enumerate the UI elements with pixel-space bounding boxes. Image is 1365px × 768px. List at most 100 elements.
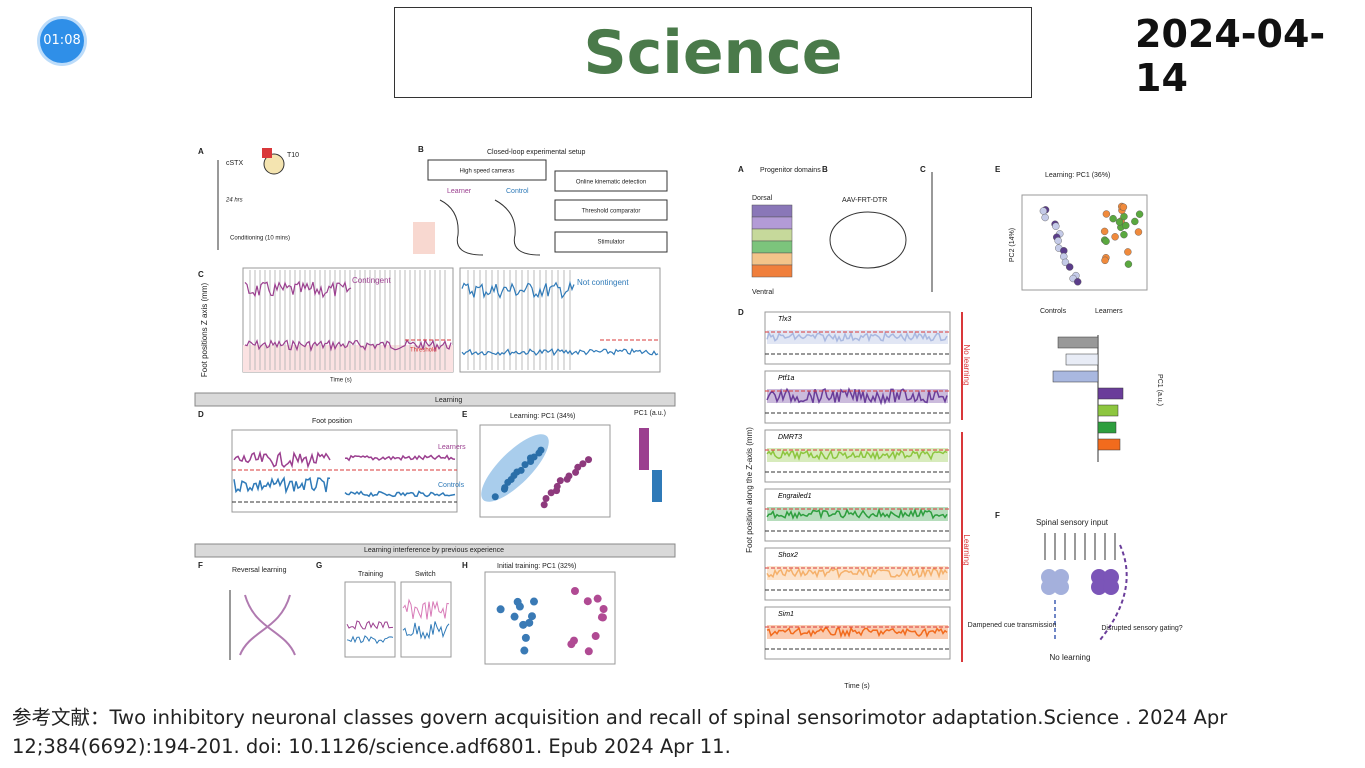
- trace: [766, 449, 948, 461]
- dot: [542, 495, 550, 503]
- bar: [1097, 438, 1121, 451]
- dot: [583, 597, 592, 606]
- icon: [263, 153, 285, 175]
- figure-label: Dampened cue transmission: [968, 622, 1057, 629]
- dot: [527, 612, 536, 621]
- figure-label: Controls: [438, 482, 465, 489]
- dot: [598, 613, 607, 622]
- neuron: [1091, 579, 1107, 595]
- figure-label: E: [462, 410, 468, 419]
- plot: [400, 581, 452, 658]
- domain: [751, 264, 793, 278]
- bar: [639, 428, 649, 470]
- figure-label: Reversal learning: [232, 567, 287, 574]
- box: [554, 231, 668, 253]
- plot: [344, 581, 396, 658]
- trace: [244, 280, 352, 299]
- dot: [1061, 258, 1070, 267]
- band: [767, 625, 948, 639]
- dot: [574, 463, 582, 471]
- domain: [751, 216, 793, 230]
- figure-label: No learning: [1050, 653, 1091, 662]
- slide-date: 2024-04-14: [1135, 12, 1326, 100]
- box: [554, 199, 668, 221]
- slide-title: Science: [394, 7, 1032, 98]
- dot: [1134, 228, 1143, 236]
- figure-label: Learners: [438, 444, 466, 451]
- dot: [491, 493, 499, 501]
- figure-label: Initial training: PC1 (32%): [497, 563, 576, 570]
- plot: [484, 571, 616, 665]
- figure-label: PC1 (a.u.): [634, 410, 666, 417]
- figure-label: Learners: [1095, 308, 1123, 315]
- figure-label: Contingent: [352, 276, 391, 285]
- timer[interactable]: 01:08: [40, 19, 84, 63]
- dot: [585, 456, 593, 464]
- dot: [567, 640, 576, 649]
- figure-label: Threshold comparator: [582, 209, 641, 215]
- dot: [520, 646, 529, 655]
- trace: [766, 331, 948, 343]
- trace: [344, 454, 456, 462]
- trace: [233, 450, 331, 469]
- dot: [1102, 237, 1110, 245]
- figure-label: High speed cameras: [459, 169, 514, 175]
- bar: [1065, 353, 1099, 366]
- figure-label: D: [738, 308, 744, 317]
- figure-label: Foot positions Z axis (mm): [200, 283, 209, 378]
- dot: [1102, 210, 1111, 218]
- dot: [1115, 218, 1124, 226]
- stim: [413, 222, 435, 254]
- dot: [510, 612, 519, 621]
- trace: [461, 280, 575, 300]
- plot: [231, 429, 458, 513]
- figure-label: A: [738, 165, 744, 174]
- dot: [556, 477, 564, 485]
- figure-label: Progenitor domains: [760, 167, 821, 174]
- reversal: [239, 594, 296, 656]
- trace: [346, 635, 394, 645]
- figure-label: Controls: [1040, 308, 1067, 315]
- cord: [829, 211, 907, 269]
- gene-label: Shox2: [778, 552, 798, 559]
- figure-label: AAV-FRT-DTR: [842, 197, 887, 204]
- gene-label: Sim1: [778, 611, 794, 618]
- figure-label: Disrupted sensory gating?: [1101, 625, 1182, 632]
- gene-label: Engrailed1: [778, 493, 812, 500]
- gene-label: DMRT3: [778, 434, 802, 441]
- dot: [496, 605, 505, 614]
- figure-label: Closed-loop experimental setup: [487, 149, 586, 156]
- dot: [525, 618, 534, 627]
- figure-label: Spinal sensory input: [1036, 518, 1109, 527]
- figure-label: H: [462, 561, 468, 570]
- figure-label: Foot position along the Z-axis (mm): [745, 427, 754, 553]
- bar: [1097, 421, 1117, 434]
- figure-label: Control: [506, 188, 529, 195]
- figure-label: Switch: [415, 571, 436, 578]
- dot: [1100, 227, 1109, 236]
- plot: [459, 267, 661, 373]
- figure-label: Stimulator: [597, 240, 624, 246]
- figure-label: A: [198, 147, 204, 156]
- neuron: [1041, 579, 1057, 595]
- dot: [517, 466, 525, 474]
- dot: [501, 484, 509, 492]
- gene-label: Ptf1a: [778, 375, 794, 382]
- dot: [521, 633, 530, 642]
- band: [243, 345, 453, 372]
- dot: [1124, 248, 1132, 256]
- dot: [1120, 230, 1128, 239]
- dot: [529, 597, 538, 606]
- dot: [584, 647, 593, 656]
- domain: [751, 228, 793, 242]
- trace: [244, 338, 452, 352]
- dot: [1119, 203, 1128, 211]
- dot: [547, 489, 555, 497]
- trace: [766, 507, 948, 520]
- dot: [1065, 263, 1074, 271]
- trace: [461, 347, 659, 357]
- band: [767, 330, 948, 344]
- leg-drawing: [439, 199, 541, 256]
